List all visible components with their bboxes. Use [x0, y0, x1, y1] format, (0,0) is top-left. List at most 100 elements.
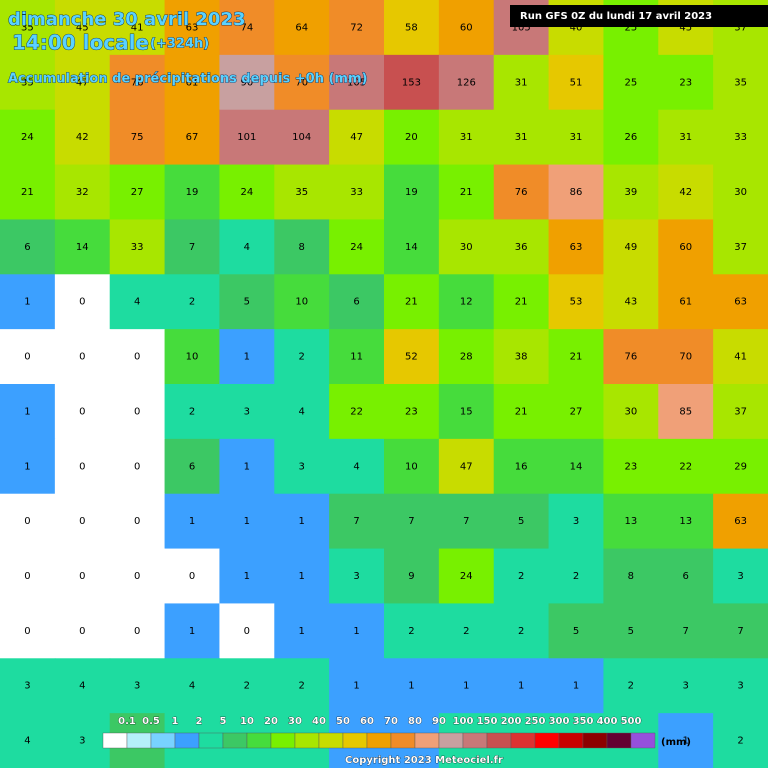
precip-cell	[658, 713, 714, 769]
precip-value: 61	[186, 77, 199, 88]
precip-value: 2	[518, 626, 524, 637]
precip-value: 37	[734, 22, 747, 33]
precip-cell	[0, 219, 56, 275]
precip-value: 21	[460, 187, 473, 198]
precip-value: 63	[734, 516, 747, 527]
precip-value: 28	[460, 352, 473, 363]
precip-cell	[274, 274, 330, 330]
legend-tick-label: 400	[597, 716, 618, 727]
precip-value: 6	[24, 242, 30, 253]
precip-cell	[713, 54, 768, 111]
precip-value: 22	[679, 461, 692, 472]
precip-value: 70	[295, 77, 308, 88]
precip-value: 0	[134, 461, 140, 472]
precip-value: 6	[683, 571, 689, 582]
precip-value: 16	[515, 461, 528, 472]
precip-value: 14	[405, 242, 418, 253]
time: 14:00 locale	[12, 31, 149, 55]
precip-value: 41	[734, 352, 747, 363]
precip-cell	[384, 384, 440, 440]
legend-swatch	[606, 732, 632, 749]
precip-cell	[0, 0, 56, 56]
precip-value: 1	[299, 571, 305, 582]
legend-tick-label: 10	[240, 716, 254, 727]
precip-value: 4	[24, 736, 30, 747]
precip-cell	[603, 109, 659, 166]
precip-value: 5	[628, 626, 634, 637]
precip-value: 31	[679, 132, 692, 143]
precip-cell	[493, 603, 550, 659]
precip-value: 74	[240, 22, 253, 33]
precip-cell	[438, 603, 495, 659]
precip-cell	[219, 219, 275, 275]
precip-value: 35	[734, 77, 747, 88]
precip-cell	[603, 329, 659, 385]
precip-value: 49	[624, 242, 637, 253]
precip-value: 24	[460, 571, 473, 582]
precip-value: 75	[131, 132, 144, 143]
precip-cell	[493, 109, 550, 166]
precip-cell	[164, 384, 220, 440]
precip-cell	[274, 109, 330, 166]
precip-cell	[54, 164, 111, 220]
precip-cell	[0, 109, 56, 166]
precip-cell	[329, 54, 385, 111]
precip-value: 21	[515, 406, 528, 417]
legend-swatch	[486, 732, 512, 749]
precip-value: 20	[405, 132, 418, 143]
precip-cell	[109, 274, 166, 330]
precip-value: 0	[134, 626, 140, 637]
precip-cell	[164, 164, 220, 220]
precip-value: 26	[624, 132, 637, 143]
precip-cell	[109, 658, 166, 714]
precip-value: 5	[518, 516, 524, 527]
copyright: Copyright 2023 Meteociel.fr	[345, 755, 503, 766]
precip-value: 5	[573, 626, 579, 637]
legend-swatch	[534, 732, 560, 749]
legend-swatch	[222, 732, 248, 749]
legend-tick-label: 0.1	[118, 716, 136, 727]
precip-cell	[438, 329, 495, 385]
precip-value: 31	[460, 132, 473, 143]
precip-value: 24	[21, 132, 34, 143]
legend-swatch	[414, 732, 440, 749]
precip-cell	[603, 384, 659, 440]
precip-value: 3	[737, 571, 743, 582]
precip-cell	[713, 438, 768, 495]
precip-cell	[164, 219, 220, 275]
precip-cell	[603, 219, 659, 275]
precip-value: 24	[350, 242, 363, 253]
precip-cell	[219, 548, 275, 604]
precip-value: 42	[679, 187, 692, 198]
precip-value: 1	[408, 681, 414, 692]
precip-cell	[493, 54, 550, 111]
precip-value: 32	[76, 187, 89, 198]
precip-cell	[658, 658, 714, 714]
precip-cell	[548, 329, 604, 385]
precip-value: 35	[295, 187, 308, 198]
precip-value: 0	[244, 626, 250, 637]
precip-cell	[164, 658, 220, 714]
precip-value: 0	[189, 571, 195, 582]
precip-value: 1	[353, 626, 359, 637]
precip-value: 23	[405, 406, 418, 417]
precip-cell	[713, 603, 768, 659]
precip-cell	[493, 274, 550, 330]
precip-value: 1	[299, 516, 305, 527]
precip-cell	[493, 548, 550, 604]
precip-cell	[164, 54, 220, 111]
precip-value: 0	[134, 352, 140, 363]
precip-value: 0	[79, 461, 85, 472]
precip-value: 43	[624, 297, 637, 308]
precip-value: 2	[573, 571, 579, 582]
precip-cell	[274, 329, 330, 385]
legend-tick-label: 70	[384, 716, 398, 727]
precip-cell	[219, 493, 275, 550]
legend-swatch	[582, 732, 608, 749]
precip-cell	[329, 658, 385, 714]
precip-value: 1	[573, 681, 579, 692]
precip-cell	[384, 658, 440, 714]
precip-value: 2	[299, 681, 305, 692]
precip-cell	[438, 548, 495, 604]
